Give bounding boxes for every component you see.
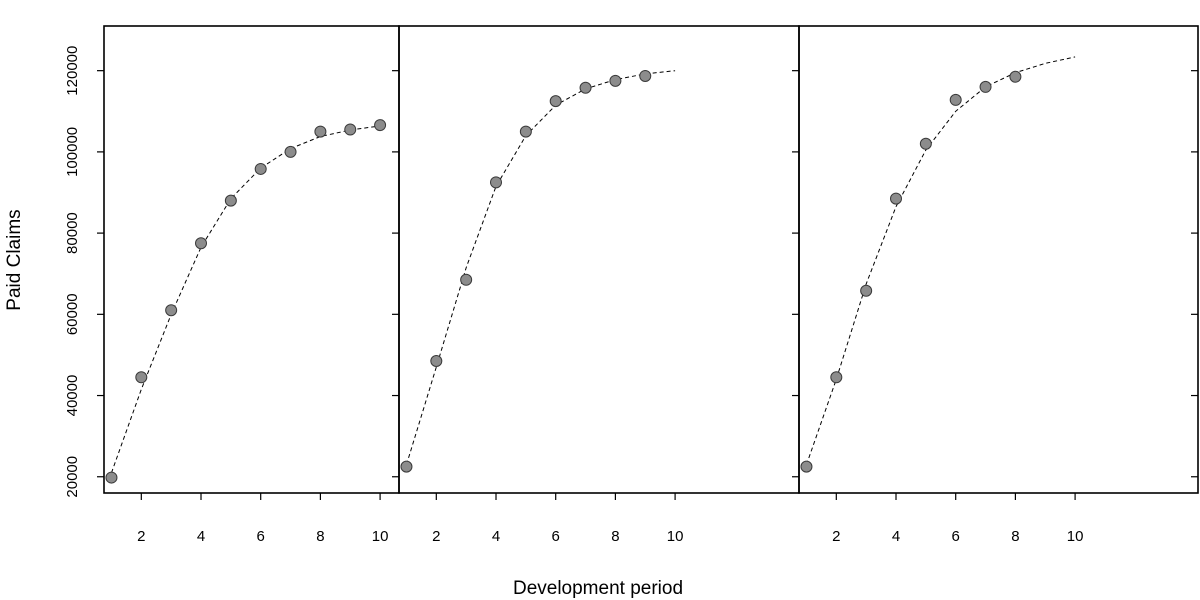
y-tick-label: 120000 [64,46,81,96]
data-point [400,460,413,473]
x-tick-label: 2 [832,528,840,545]
data-point [314,125,327,138]
y-tick-label: 20000 [64,456,81,498]
data-point [195,237,208,250]
data-point [919,137,932,150]
data-point [105,471,118,484]
series-layer [105,56,1076,484]
data-point [490,176,503,189]
data-point [860,284,873,297]
panel-frame-3 [798,25,1199,494]
panel-frame-2 [398,25,800,494]
panel-frame-1 [103,25,400,494]
x-tick-label: 8 [611,528,619,545]
x-tick-label: 10 [667,528,684,545]
x-tick-label: 8 [1011,528,1019,545]
data-point [284,145,297,158]
y-axis-title: Paid Claims [4,209,25,310]
data-point [890,192,903,205]
data-point [430,355,443,368]
y-tick-label: 60000 [64,293,81,335]
x-tick-label: 4 [892,528,900,545]
x-tick-label: 8 [316,528,324,545]
data-point [579,81,592,94]
y-axis: 20000 40000 60000 80000 100000 120000 [64,46,1198,498]
data-point [1009,70,1022,83]
x-tick-label: 4 [197,528,205,545]
data-point [254,162,267,175]
data-point [979,80,992,93]
x-axes: 2 4 6 8 10 2 4 6 8 10 2 4 6 8 10 [137,493,1083,545]
x-axis-title: Development period [513,578,683,599]
data-point [374,119,387,132]
data-point [135,371,148,384]
data-point [830,371,843,384]
x-tick-label: 2 [432,528,440,545]
data-point [800,460,813,473]
fitted-curve [806,56,1076,465]
data-point [344,123,357,136]
x-tick-label: 6 [552,528,560,545]
x-tick-label: 6 [257,528,265,545]
fitted-curve [111,125,381,473]
panel-series-2 [400,69,676,473]
panel-series-1 [105,119,387,484]
x-tick-label: 10 [1067,528,1084,545]
data-point [519,125,532,138]
x-tick-label: 2 [137,528,145,545]
data-point [549,95,562,108]
fitted-curve [406,70,676,465]
data-point [460,273,473,286]
data-point [949,93,962,106]
x-tick-label: 4 [492,528,500,545]
y-tick-label: 40000 [64,375,81,417]
data-point [609,74,622,87]
data-point [224,194,237,207]
panel-frames [103,25,1199,494]
data-point [165,304,178,317]
x-tick-label: 6 [952,528,960,545]
x-tick-label: 10 [372,528,389,545]
data-point [639,69,652,82]
y-tick-label: 100000 [64,127,81,177]
y-tick-label: 80000 [64,212,81,254]
panel-series-3 [800,56,1076,473]
